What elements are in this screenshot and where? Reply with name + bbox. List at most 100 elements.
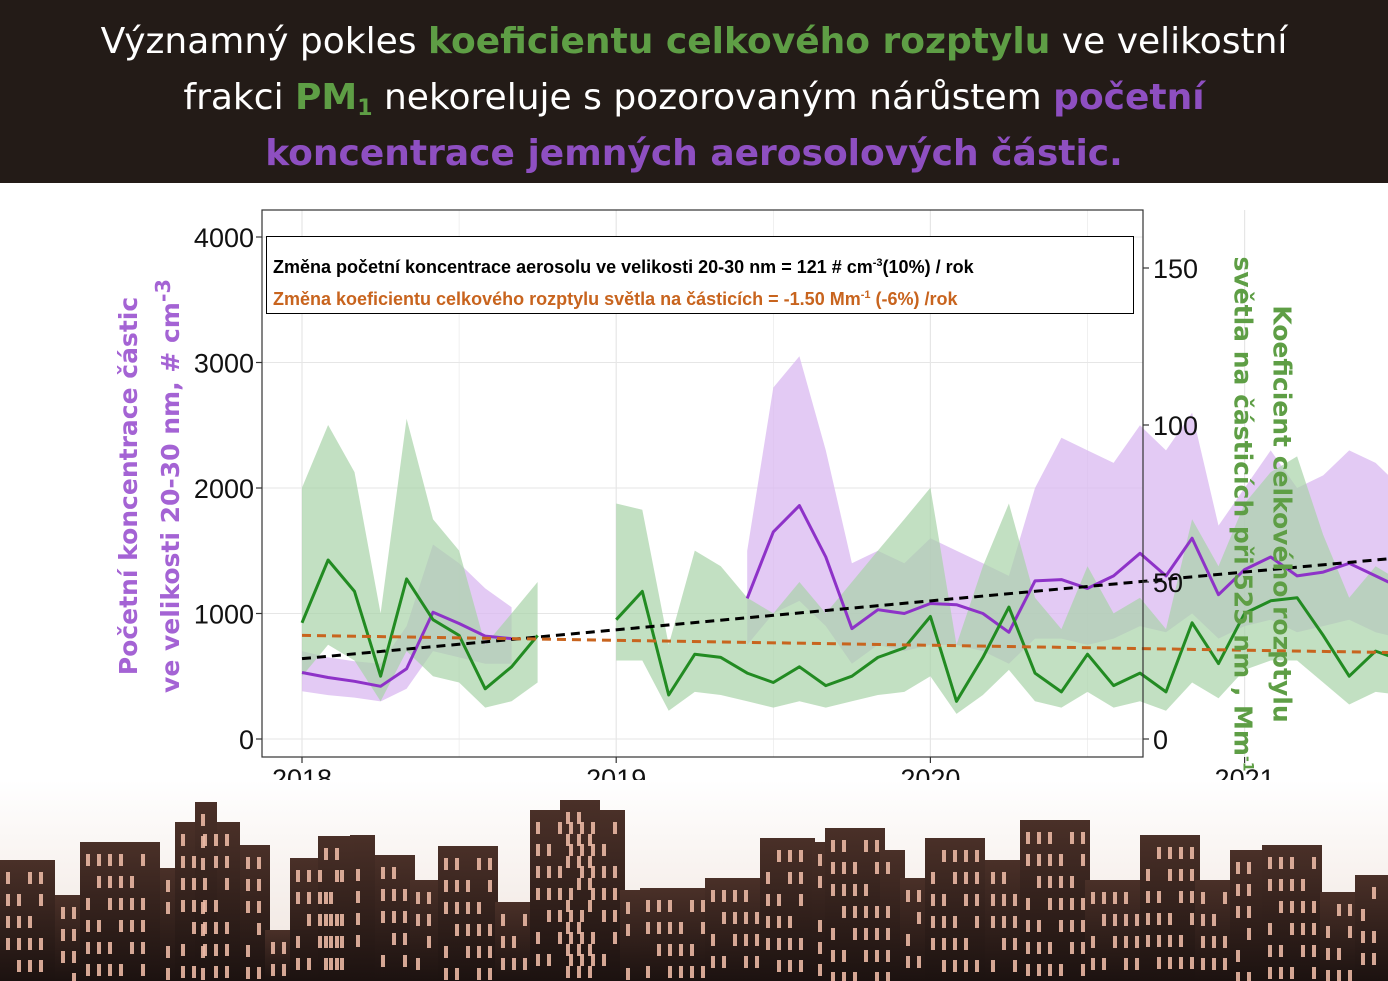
window (975, 960, 979, 972)
window (831, 884, 835, 896)
window (282, 942, 286, 954)
window (257, 857, 261, 869)
window (701, 922, 705, 934)
window (1124, 914, 1128, 926)
window (864, 928, 868, 940)
window (28, 916, 32, 928)
window (917, 912, 921, 924)
window (777, 850, 781, 862)
title-line-1: Významný pokles koeficientu celkového ro… (0, 14, 1388, 70)
window (842, 906, 846, 918)
window (444, 858, 448, 870)
window (72, 973, 76, 981)
window (853, 972, 857, 981)
window (130, 898, 134, 910)
window (141, 898, 145, 910)
window (1013, 894, 1017, 906)
window (1059, 920, 1063, 932)
window (953, 916, 957, 928)
window (39, 894, 43, 906)
window (722, 890, 726, 902)
window (777, 938, 781, 950)
window (964, 938, 968, 950)
window (577, 944, 581, 956)
y-left-label-sup: -3 (150, 279, 175, 303)
window (577, 856, 581, 868)
window (755, 912, 759, 924)
window (1279, 945, 1283, 957)
window (488, 880, 492, 892)
window (225, 878, 229, 890)
window (416, 958, 420, 970)
window (626, 902, 630, 914)
window (602, 954, 606, 966)
window (591, 932, 595, 944)
window (335, 914, 339, 926)
window (1179, 957, 1183, 969)
window (1135, 914, 1139, 926)
window (108, 898, 112, 910)
window (17, 938, 21, 950)
window (626, 924, 630, 936)
line-number-concentration (301, 610, 512, 688)
window (340, 958, 344, 970)
window (711, 956, 715, 968)
window (512, 958, 516, 970)
window (818, 920, 822, 932)
window (1059, 898, 1063, 910)
y-left-tick-label: 0 (239, 725, 254, 755)
title-highlight-scattering: koeficientu celkového rozptylu (428, 21, 1051, 62)
y-right-label-line1: Koeficient celkového rozptylu (1267, 305, 1297, 723)
window (181, 856, 185, 868)
window (886, 906, 890, 918)
window (1268, 923, 1272, 935)
window (1059, 964, 1063, 976)
y-right-label-sup: -1 (1239, 755, 1256, 772)
window (613, 866, 617, 878)
window (307, 892, 311, 904)
window (744, 934, 748, 946)
window (181, 966, 185, 978)
window (580, 822, 584, 834)
window (108, 942, 112, 954)
window (1268, 945, 1272, 957)
window (547, 954, 551, 966)
window (214, 834, 218, 846)
window (711, 934, 715, 946)
window (1070, 920, 1074, 932)
window (755, 934, 759, 946)
window (1113, 914, 1117, 926)
window (1037, 942, 1041, 954)
window (340, 936, 344, 948)
window (1070, 876, 1074, 888)
window (203, 878, 207, 890)
window (788, 850, 792, 862)
window (1059, 876, 1063, 888)
window (1290, 901, 1294, 913)
window (329, 892, 333, 904)
title-text: ve velikostní (1050, 21, 1288, 62)
window (818, 854, 822, 866)
window (1179, 891, 1183, 903)
window (1190, 957, 1194, 969)
window (613, 822, 617, 834)
window (799, 938, 803, 950)
window (356, 935, 360, 947)
window (547, 866, 551, 878)
window (1312, 967, 1316, 979)
window (975, 916, 979, 928)
window (257, 901, 261, 913)
window (381, 867, 385, 879)
window (1081, 898, 1085, 910)
window (61, 951, 65, 963)
window (1048, 964, 1052, 976)
window (1236, 972, 1240, 981)
window (17, 916, 21, 928)
window (701, 966, 705, 978)
window (1113, 936, 1117, 948)
window (318, 870, 322, 882)
window (201, 814, 205, 826)
window (1081, 920, 1085, 932)
window (646, 922, 650, 934)
window (201, 924, 205, 936)
